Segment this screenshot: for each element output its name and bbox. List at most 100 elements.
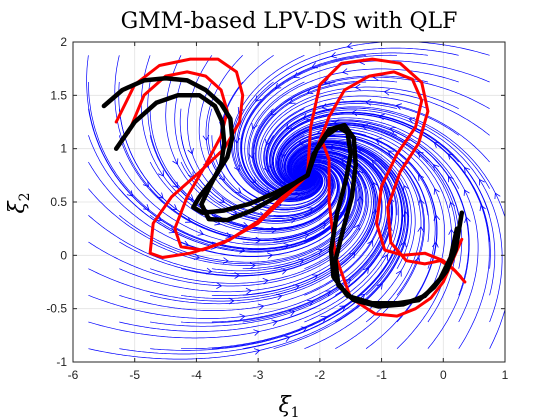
streamline	[270, 109, 503, 323]
streamline	[119, 158, 356, 263]
streamline-arrow	[403, 184, 410, 192]
streamline-arrow	[249, 262, 256, 269]
streamline-arrow	[307, 207, 314, 214]
streamlines	[86, 42, 505, 360]
streamline-arrow	[202, 134, 210, 142]
streamline-arrow	[339, 305, 346, 312]
x-axis-label-subscript: 1	[291, 405, 300, 420]
x-tick-label: -4	[191, 368, 202, 382]
streamline-arrow	[378, 113, 385, 121]
streamline-arrow	[234, 272, 241, 279]
streamline-arrow	[395, 103, 402, 110]
streamline-arrow	[290, 216, 297, 224]
streamline-arrow	[339, 157, 347, 164]
streamline	[289, 143, 400, 323]
streamline-arrow	[338, 209, 345, 217]
demonstration-trajectory	[113, 93, 310, 223]
streamline-arrow	[239, 313, 246, 321]
reproduction-trajectories	[114, 57, 467, 318]
streamline-arrow	[257, 303, 265, 311]
streamline-arrow	[274, 82, 282, 89]
streamline-arrow	[233, 164, 240, 172]
streamline	[165, 55, 335, 224]
streamline	[140, 55, 340, 232]
x-tick-label: -2	[315, 368, 326, 382]
streamline-arrow	[228, 297, 235, 305]
streamline	[240, 52, 428, 199]
streamline-arrow	[358, 293, 366, 301]
reproduction-trajectory	[127, 70, 309, 252]
streamline-arrow	[323, 78, 331, 85]
streamline-arrow	[387, 150, 395, 157]
streamline-arrow	[185, 216, 192, 223]
streamline-arrow	[142, 180, 150, 188]
streamline-arrow	[400, 240, 407, 248]
streamline	[293, 151, 377, 269]
reproduction-trajectory	[306, 141, 464, 318]
streamline	[180, 161, 345, 241]
streamline-arrow	[479, 178, 485, 186]
x-axis-label: ξ1	[278, 393, 299, 420]
streamline-arrow	[283, 242, 290, 250]
streamline-arrow	[262, 277, 269, 285]
streamline	[230, 54, 324, 202]
streamline	[242, 152, 374, 296]
streamline	[244, 60, 490, 198]
streamline-arrow	[222, 257, 229, 264]
streamline-arrow	[358, 148, 365, 155]
streamline	[272, 113, 490, 243]
streamline-arrow	[328, 144, 335, 152]
streamline	[269, 107, 490, 190]
streamline	[220, 55, 326, 206]
streamline-arrow	[479, 204, 486, 212]
streamline-arrow	[354, 83, 361, 91]
streamline	[241, 54, 397, 199]
streamline-arrow	[302, 232, 310, 240]
streamline-arrow	[253, 348, 261, 355]
streamline-arrow	[344, 278, 352, 285]
streamline-arrow	[307, 300, 314, 307]
streamline-arrow	[389, 126, 397, 134]
streamline-arrow	[330, 51, 338, 59]
streamline-arrow	[239, 247, 246, 254]
streamline-arrow	[376, 283, 383, 290]
y-axis-label-symbol: ξ	[5, 200, 30, 214]
streamline-arrow	[349, 251, 356, 259]
streamline-arrow	[172, 158, 179, 165]
streamline	[253, 76, 490, 195]
streamline-arrow	[266, 252, 274, 259]
demonstration-trajectory	[101, 76, 310, 215]
streamline	[283, 133, 429, 216]
streamline-arrow	[372, 181, 379, 189]
streamline	[263, 95, 429, 192]
streamline-arrow	[197, 229, 205, 236]
x-axis-label-symbol: ξ	[278, 393, 292, 418]
streamline-arrow	[276, 293, 283, 301]
streamline-arrow	[265, 139, 272, 146]
streamline-arrow	[357, 170, 364, 177]
streamline-arrow	[362, 267, 370, 274]
streamline-arrow	[187, 148, 194, 155]
streamline-arrow	[346, 42, 353, 50]
streamline-arrow	[253, 329, 260, 336]
streamline	[280, 128, 446, 296]
streamline	[254, 80, 398, 194]
streamline-arrow	[271, 226, 278, 234]
chart-title: GMM-based LPV-DS with QLF	[121, 9, 458, 34]
streamline-arrow	[311, 62, 318, 69]
streamline-arrow	[408, 117, 415, 124]
streamline-arrow	[319, 223, 327, 230]
streamline	[286, 139, 412, 269]
y-tick-label: 2	[60, 35, 67, 49]
y-axis-label: ξ2	[5, 192, 33, 213]
streamline-arrow	[300, 326, 308, 333]
x-tick-label: 1	[502, 368, 509, 382]
reproduction-trajectory	[306, 57, 463, 279]
streamline-arrow	[433, 141, 441, 148]
y-tick-label: 0.5	[50, 195, 67, 209]
streamline-arrow	[245, 287, 252, 295]
streamline-arrow	[356, 195, 364, 202]
streamline	[289, 144, 398, 216]
streamline-arrow	[157, 192, 164, 199]
